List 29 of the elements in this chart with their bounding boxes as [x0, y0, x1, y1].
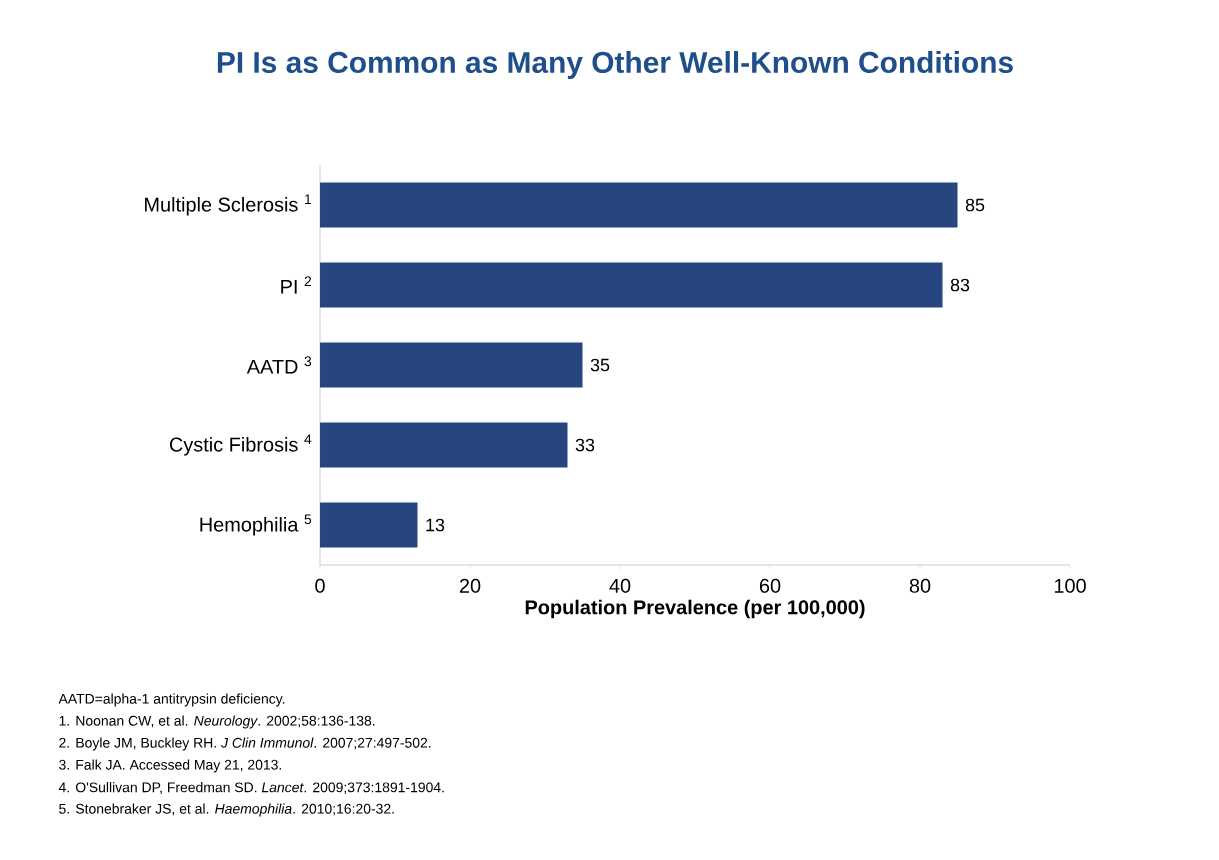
text: 5. Stonebraker JS, et al. Haemophilia. 2010;16:20-32.	[59, 803, 394, 817]
chart-title: PI Is as Common as Many Other Well-Known Conditions	[217, 51, 1013, 79]
y-tick-label: Hemophilia $^{5}$	[200, 514, 312, 536]
x-tick-label: 40	[609, 578, 631, 593]
x-tick-label: 80	[909, 578, 931, 593]
x-tick-label: 0	[315, 578, 325, 593]
bar	[320, 182, 958, 228]
text: 3. Falk JA. Accessed May 21, 2013.	[59, 759, 282, 773]
text: 4. O'Sullivan DP, Freedman SD. Lancet. 2009;373:1891-1904.	[58, 782, 444, 794]
data-label: 83	[950, 278, 970, 292]
y-tick-label: Multiple Sclerosis $^{1}$	[145, 194, 312, 216]
x-tick-label: 100	[1054, 578, 1086, 593]
x-axis-title: Population Prevalence (per 100,000)	[525, 599, 865, 619]
x-tick-label: 20	[459, 578, 481, 593]
y-tick-label: AATD $^{3}$	[246, 356, 312, 374]
bar	[320, 422, 568, 468]
bar	[320, 262, 943, 308]
data-label: 33	[575, 438, 595, 452]
x-tick-label: 60	[759, 578, 781, 593]
data-label: 85	[965, 198, 985, 212]
bar	[320, 342, 583, 388]
y-tick-label: PI $^{2}$	[281, 276, 312, 294]
data-label: 13	[426, 518, 445, 532]
bar	[320, 502, 418, 548]
text: 2. Boyle JM, Buckley RH. J Clin Immunol. 2007;27:497-502.	[59, 737, 431, 751]
text: 1. Noonan CW, et al. Neurology. 2002;58:136-138.	[59, 715, 375, 729]
y-tick-label: Cystic Fibrosis $^{4}$	[169, 434, 312, 456]
text: AATD=alpha-1 antitrypsin deficiency.	[58, 693, 285, 707]
data-label: 35	[590, 358, 610, 372]
